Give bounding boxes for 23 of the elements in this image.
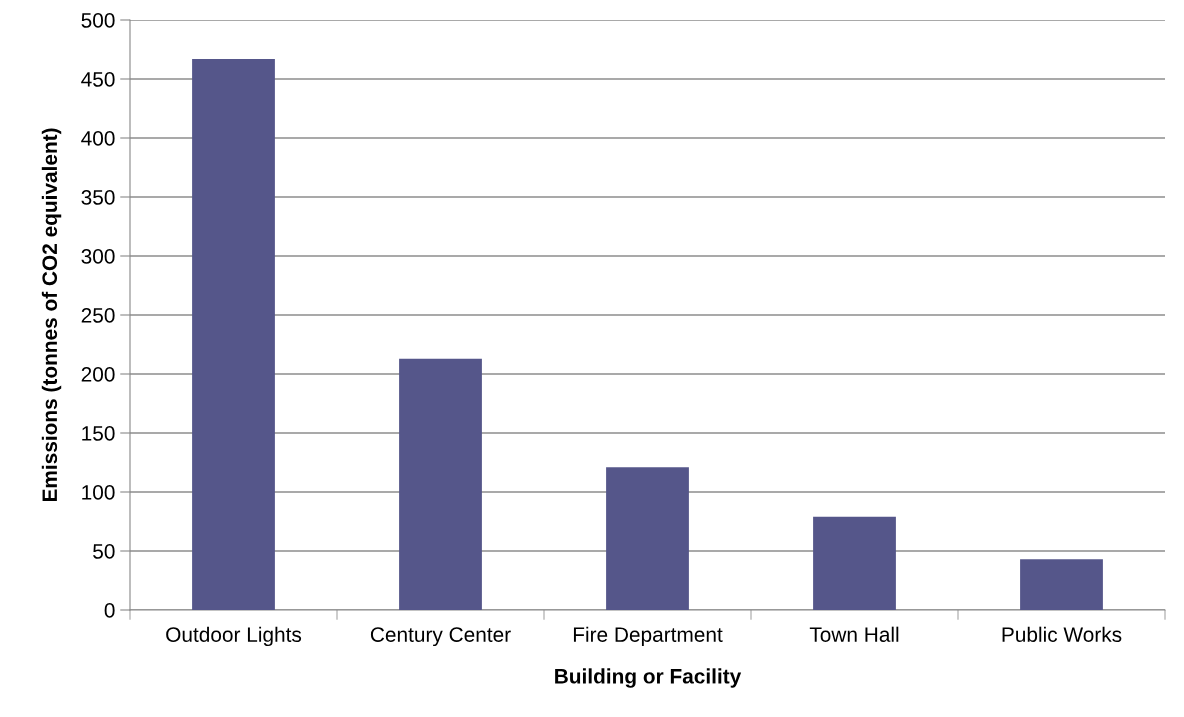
x-axis-title: Building or Facility — [555, 668, 742, 688]
y-tick-label: 0 — [104, 603, 115, 618]
y-tick-label: 200 — [81, 367, 115, 382]
y-axis-title: Emissions (tonnes of CO2 equivalent) — [41, 128, 62, 502]
x-tick-label: Outdoor Lights — [166, 626, 302, 647]
y-tick-label: 150 — [82, 426, 115, 441]
x-tick-label: Fire Department — [573, 626, 723, 647]
bar — [399, 358, 482, 610]
bar — [606, 467, 689, 610]
y-tick-label: 50 — [93, 544, 115, 559]
x-tick-label: Town Hall — [809, 626, 899, 642]
bar — [192, 58, 275, 610]
y-tick-label: 250 — [81, 308, 115, 323]
y-tick-label: 350 — [81, 190, 115, 205]
y-tick-label: 500 — [81, 13, 115, 28]
y-tick-label: 300 — [81, 249, 115, 264]
y-tick-label: 450 — [81, 72, 115, 87]
x-tick-label: Century Center — [370, 627, 511, 647]
bar — [813, 516, 896, 610]
bar — [1020, 559, 1103, 610]
x-tick-label: Public Works — [1002, 626, 1122, 642]
y-tick-label: 400 — [81, 131, 115, 146]
y-tick-label: 100 — [82, 485, 115, 500]
